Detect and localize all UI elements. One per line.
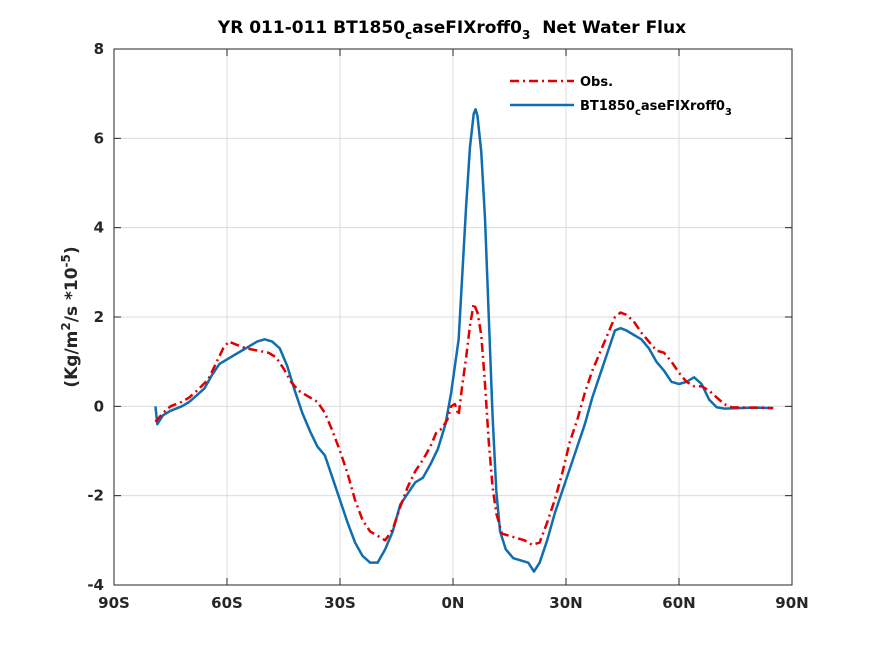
- legend-model-label-sub-1: c: [635, 107, 641, 118]
- y-axis-label-part-1: (Kg/m: [62, 331, 82, 388]
- y-tick-label: 0: [94, 397, 104, 415]
- y-axis-label-sup-1: 2: [59, 322, 73, 330]
- grid-lines: [114, 49, 792, 585]
- y-tick-label: 2: [94, 308, 104, 326]
- model-series-line: [154, 108, 774, 573]
- x-tick-label: 90N: [775, 594, 808, 612]
- x-tick-label: 90S: [98, 594, 130, 612]
- y-axis-label-part-3: ): [62, 246, 82, 254]
- chart-title-subscript-1: c: [405, 28, 412, 42]
- chart-title-prefix: YR 011-011 BT1850: [217, 18, 405, 38]
- y-tick-label: 4: [94, 219, 104, 237]
- y-tick-label: 8: [94, 40, 104, 58]
- y-tick-label: -4: [87, 576, 104, 594]
- x-tick-label: 30S: [324, 594, 356, 612]
- x-tick-labels: 90S 60S 30S 0N 30N 60N 90N: [98, 594, 809, 612]
- legend-model-label-mid: aseFIXroff0: [641, 99, 725, 114]
- legend-obs-label: Obs.: [580, 75, 613, 90]
- y-axis-label-part-2: /s *10: [62, 267, 82, 322]
- axis-ticks: [113, 48, 793, 586]
- y-tick-label: 6: [94, 129, 104, 147]
- x-tick-label: 0N: [442, 594, 465, 612]
- legend-model-label: BT1850caseFIXroff03: [580, 99, 732, 118]
- chart-title: YR 011-011 BT1850caseFIXroff03 Net Water…: [217, 18, 686, 42]
- chart-title-suffix: Net Water Flux: [530, 18, 686, 38]
- x-tick-label: 60S: [211, 594, 243, 612]
- x-tick-label: 60N: [662, 594, 695, 612]
- series-lines: [154, 108, 774, 573]
- y-axis-label: (Kg/m2/s *10-5): [59, 246, 82, 387]
- legend-model-label-sub-2: 3: [725, 107, 732, 118]
- chart-title-subscript-2: 3: [522, 28, 530, 42]
- y-tick-labels: -4 -2 0 2 4 6 8: [87, 40, 104, 594]
- legend-model-label-prefix: BT1850: [580, 99, 635, 114]
- obs-series-line: [154, 302, 774, 547]
- chart-title-mid: aseFIXroff0: [412, 18, 522, 38]
- y-tick-label: -2: [87, 487, 104, 505]
- legend: Obs. BT1850caseFIXroff03: [510, 75, 732, 118]
- y-axis-label-sup-2: -5: [59, 254, 73, 267]
- x-tick-label: 30N: [549, 594, 582, 612]
